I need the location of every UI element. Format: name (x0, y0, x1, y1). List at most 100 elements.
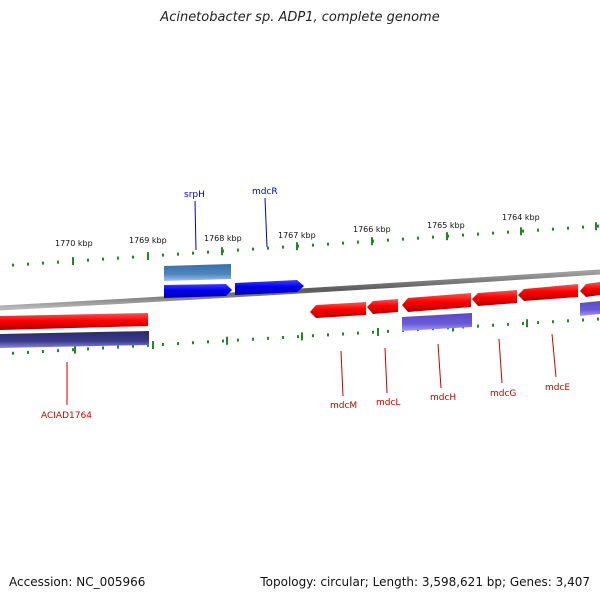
reverse-genes (0, 282, 600, 348)
minor-tick (402, 237, 404, 241)
gene-arrow-mdcR[interactable] (235, 280, 304, 295)
cds-bar-partial[interactable] (580, 301, 600, 316)
genome-backbone (0, 269, 600, 311)
gene-arrow-mdcL[interactable] (367, 299, 398, 314)
minor-tick (57, 349, 59, 353)
gene-label-mdcL[interactable]: mdcL (376, 398, 400, 408)
scale-tick-label: 1768 kbp (204, 234, 242, 243)
minor-tick (192, 251, 194, 255)
gene-arrow-mdcG[interactable] (472, 290, 517, 306)
gene-arrow-mdcM[interactable] (310, 302, 366, 318)
gene-arrow-mdcE[interactable] (518, 284, 578, 301)
minor-tick (477, 232, 479, 236)
scale-tick-label: 1767 kbp (278, 231, 316, 240)
gene-arrow-srpH[interactable] (164, 284, 232, 298)
major-tick (221, 247, 223, 256)
cds-bar-mdcH[interactable] (402, 313, 472, 331)
minor-tick (237, 338, 239, 342)
minor-tick (432, 235, 434, 239)
minor-tick (102, 257, 104, 261)
minor-tick (327, 242, 329, 246)
minor-tick (177, 342, 179, 346)
gene-arrow-mdcH[interactable] (402, 293, 471, 312)
gene-label-srpH[interactable]: srpH (184, 190, 205, 200)
minor-tick (237, 248, 239, 252)
gene-label-mdcR[interactable]: mdcR (252, 187, 278, 197)
minor-tick (87, 258, 89, 262)
minor-tick (222, 339, 224, 343)
genome-summary-text: Topology: circular; Length: 3,598,621 bp… (260, 575, 590, 589)
minor-tick (597, 224, 599, 228)
minor-tick (387, 238, 389, 242)
minor-tick (417, 236, 419, 240)
minor-tick (387, 329, 389, 333)
minor-tick (342, 241, 344, 245)
leader-line-mdcR (264, 197, 268, 248)
minor-tick (252, 247, 254, 251)
minor-tick (162, 342, 164, 346)
major-tick (226, 336, 228, 345)
minor-tick (582, 225, 584, 229)
major-tick (446, 232, 448, 241)
major-tick (371, 237, 373, 246)
major-tick (152, 341, 154, 350)
minor-tick (267, 336, 269, 340)
minor-tick (507, 230, 509, 234)
minor-tick (312, 334, 314, 338)
forward-genes (164, 264, 304, 298)
minor-tick (372, 330, 374, 334)
minor-tick (492, 231, 494, 235)
gene-label-mdcH[interactable]: mdcH (430, 393, 456, 403)
cds-bar-srpH[interactable] (164, 264, 231, 281)
leader-line-srpH (194, 200, 197, 251)
major-tick (74, 345, 76, 354)
minor-tick (267, 246, 269, 250)
minor-tick (27, 262, 29, 266)
major-tick (520, 227, 522, 236)
minor-tick (342, 332, 344, 336)
gene-arrow-partial[interactable] (580, 282, 600, 297)
minor-tick (282, 335, 284, 339)
minor-tick (162, 253, 164, 257)
minor-tick (147, 343, 149, 347)
accession-text: Accession: NC_005966 (9, 575, 146, 589)
minor-tick (507, 322, 509, 326)
map-title: Acinetobacter sp. ADP1, complete genome (160, 10, 440, 25)
minor-tick (27, 350, 29, 354)
minor-tick (597, 317, 599, 321)
minor-tick (357, 240, 359, 244)
minor-tick (552, 320, 554, 324)
minor-tick (132, 255, 134, 259)
minor-tick (117, 345, 119, 349)
scale-tick-label: 1764 kbp (502, 213, 540, 222)
scale-tick-label: 1769 kbp (129, 236, 167, 245)
scale-tick-label: 1770 kbp (55, 239, 93, 248)
minor-tick (582, 318, 584, 322)
gene-label-mdcE[interactable]: mdcE (545, 383, 570, 393)
cds-bar-ACIAD1764[interactable] (0, 331, 149, 348)
gene-label-mdcM[interactable]: mdcM (330, 401, 357, 411)
minor-tick (132, 344, 134, 348)
label-leaders (66, 197, 557, 405)
minor-tick (477, 324, 479, 328)
major-tick (147, 252, 149, 261)
minor-tick (462, 233, 464, 237)
upper-tick-row (12, 222, 599, 267)
leader-line-mdcM (340, 350, 344, 397)
minor-tick (102, 346, 104, 350)
minor-tick (42, 349, 44, 353)
major-tick (377, 327, 379, 336)
major-tick (526, 319, 528, 328)
minor-tick (42, 261, 44, 265)
minor-tick (297, 335, 299, 339)
minor-tick (12, 263, 14, 267)
gene-label-ACIAD1764[interactable]: ACIAD1764 (41, 411, 92, 421)
gene-label-mdcG[interactable]: mdcG (490, 389, 516, 399)
gene-arrow-ACIAD1764[interactable] (0, 313, 148, 330)
major-tick (595, 222, 597, 231)
minor-tick (72, 348, 74, 352)
minor-tick (207, 340, 209, 344)
leader-line-mdcE (551, 333, 557, 378)
minor-tick (522, 321, 524, 325)
